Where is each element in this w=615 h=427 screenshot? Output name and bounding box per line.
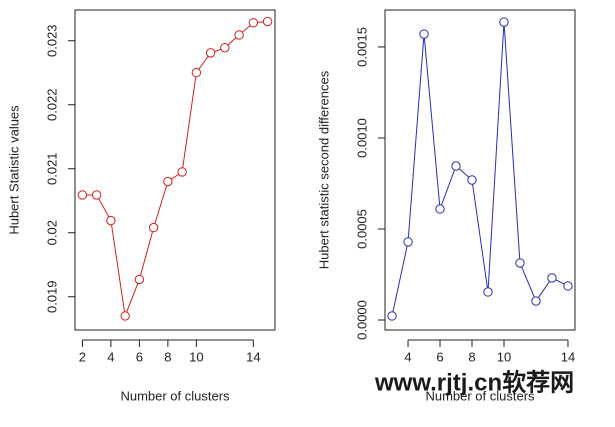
x-tick-label: 14	[246, 349, 260, 364]
x-tick-label: 10	[189, 349, 203, 364]
x-tick-label: 8	[468, 349, 475, 364]
point	[435, 204, 445, 214]
point	[205, 48, 216, 58]
x-tick-label: 10	[497, 349, 511, 364]
point	[531, 296, 541, 306]
point	[467, 175, 477, 185]
x-axis-title: Number of clusters	[120, 388, 230, 403]
point	[163, 176, 173, 187]
panel: 0.019 0.02 0.021 0.022 0.023 2 4 6 8 10 14 Number o…	[6, 9, 276, 403]
point	[106, 215, 116, 226]
x-tick-label: 2	[79, 349, 86, 364]
x-tick-label: 4	[107, 349, 114, 364]
point	[387, 311, 397, 321]
y-tick-label: 0.0000	[354, 300, 369, 340]
point	[248, 18, 259, 28]
y-axis-title: Hubert Statistic values	[6, 105, 21, 235]
series-line	[82, 21, 268, 318]
y-tick-label: 0.021	[44, 152, 59, 185]
point	[547, 273, 557, 283]
point	[177, 167, 187, 177]
watermark: www.rjtj.cn软荐网	[374, 368, 574, 396]
point	[191, 68, 202, 78]
point	[77, 190, 88, 200]
point	[563, 281, 573, 291]
point	[451, 161, 461, 171]
x-tick-label: 6	[136, 349, 143, 364]
point	[234, 30, 244, 40]
y-tick-label: 0.0015	[354, 27, 369, 67]
point	[220, 43, 230, 53]
x-tick-label: 8	[164, 349, 171, 364]
point	[499, 17, 509, 27]
x-tick-label: 14	[561, 349, 575, 364]
point	[148, 222, 159, 233]
y-tick-label: 0.02	[44, 220, 59, 245]
point	[120, 311, 130, 321]
y-axis-title: Hubert statistic second differences	[316, 70, 331, 269]
y-tick-label: 0.019	[44, 280, 59, 313]
y-tick-label: 0.0010	[354, 118, 369, 158]
y-tick-label: 0.0005	[354, 209, 369, 249]
y-tick-label: 0.023	[44, 24, 59, 57]
y-tick-label: 0.022	[44, 88, 59, 121]
panel: 0.0000 0.0005 0.0010 0.0015 4 6 8 10 14 Number of…	[316, 9, 576, 403]
x-tick-label: 4	[404, 349, 411, 364]
point	[91, 190, 102, 200]
point	[134, 274, 145, 285]
x-tick-label: 6	[436, 349, 443, 364]
point	[483, 287, 493, 297]
plot-box	[74, 9, 276, 331]
series-line	[391, 21, 569, 317]
point	[262, 16, 273, 27]
point	[403, 237, 413, 247]
plot-box	[384, 9, 576, 331]
point	[419, 29, 429, 39]
x-axis-title: Number of clusters	[425, 388, 535, 403]
point	[515, 258, 525, 268]
